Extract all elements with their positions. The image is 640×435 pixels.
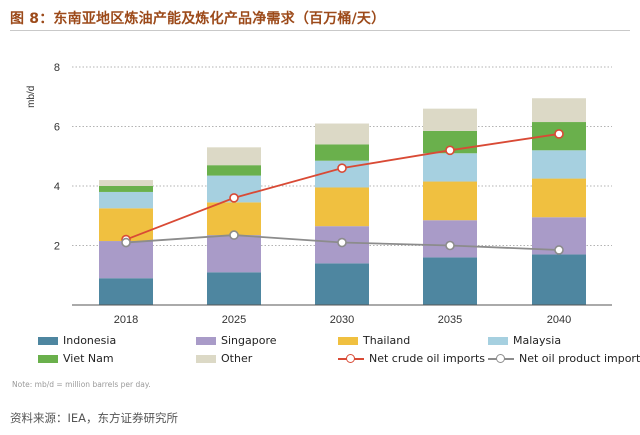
legend-label: Net oil product imports [519,352,640,365]
y-axis-label: mb/d [26,86,37,108]
legend-item-indonesia: Indonesia [38,334,116,347]
bar-other-2018 [99,180,153,186]
note-text: Note: mb/d = million barrels per day. [12,380,151,389]
bar-singapore-2035 [423,220,477,258]
legend-swatch [38,336,58,345]
legend-item-other: Other [196,352,252,365]
bar-thailand-2030 [315,187,369,227]
legend-label: Indonesia [63,334,117,347]
legend-swatch [38,354,58,363]
legend-swatch [338,336,358,345]
bar-singapore-2025 [207,235,261,273]
legend-label: Other [221,352,253,365]
bar-malaysia-2018 [99,191,153,209]
bar-thailand-2035 [423,181,477,221]
y-tick-label-6: 6 [54,122,60,134]
point-net-crude-oil-imports-2025 [229,193,239,203]
legend-label: Thailand [363,334,411,347]
chart-title: 图 8：东南亚地区炼油产能及炼化产品净需求（百万桶/天） [10,11,386,27]
point-net-oil-product-imports-2025 [229,230,239,240]
point-net-oil-product-imports-2040 [554,245,564,255]
legend-label: Singapore [221,334,277,347]
legend-swatch [196,354,216,363]
x-tick-label-2018: 2018 [114,314,138,326]
point-net-oil-product-imports-2030 [337,237,347,248]
y-tick-label-2: 2 [54,241,60,253]
legend-label: Malaysia [513,334,562,347]
legend-item-thailand: Thailand [338,334,410,347]
bar-malaysia-2035 [423,153,477,182]
point-net-oil-product-imports-2018 [121,237,131,248]
legend-item-net-crude-oil-imports: Net crude oil imports [338,352,485,365]
legend-item-singapore: Singapore [196,334,277,347]
bar-thailand-2025 [207,202,261,236]
bar-other-2030 [315,123,369,145]
legend-label: Viet Nam [63,352,114,365]
bar-viet-nam-2018 [99,186,153,192]
bar-other-2040 [532,98,586,123]
bar-indonesia-2035 [423,257,477,305]
point-net-crude-oil-imports-2040 [554,129,564,139]
line-series [121,129,564,255]
title-divider [10,30,630,31]
bar-viet-nam-2025 [207,165,261,176]
legend-line-marker [338,353,364,364]
bar-indonesia-2018 [99,278,153,305]
y-tick-label-8: 8 [54,62,60,74]
bar-thailand-2040 [532,178,586,218]
chart-canvas: 2 4 6 8 mb/d 2018 2025 2030 2035 2040 [26,62,612,326]
legend-line-marker [488,353,514,364]
bar-other-2035 [423,108,477,131]
x-tick-label-2030: 2030 [330,314,354,326]
point-net-oil-product-imports-2035 [445,240,455,251]
point-net-crude-oil-imports-2030 [337,163,347,173]
bar-indonesia-2040 [532,254,586,305]
x-tick-label-2025: 2025 [222,314,246,326]
bar-viet-nam-2030 [315,144,369,161]
legend-item-malaysia: Malaysia [488,334,561,347]
bar-indonesia-2025 [207,272,261,305]
legend-item-viet-nam: Viet Nam [38,352,114,365]
bar-malaysia-2040 [532,150,586,179]
x-tick-label-2040: 2040 [547,314,571,326]
legend-label: Net crude oil imports [369,352,485,365]
bar-stacks [99,98,586,305]
legend-swatch [488,336,508,345]
bar-other-2025 [207,147,261,166]
source-text: 资料来源：IEA，东方证券研究所 [10,411,179,425]
point-net-crude-oil-imports-2035 [445,145,455,156]
legend-item-net-oil-product-imports: Net oil product imports [488,352,640,365]
x-tick-label-2035: 2035 [438,314,462,326]
axes: 2 4 6 8 mb/d 2018 2025 2030 2035 2040 [26,62,612,326]
y-tick-label-4: 4 [54,181,60,193]
bar-indonesia-2030 [315,263,369,305]
legend-swatch [196,336,216,345]
